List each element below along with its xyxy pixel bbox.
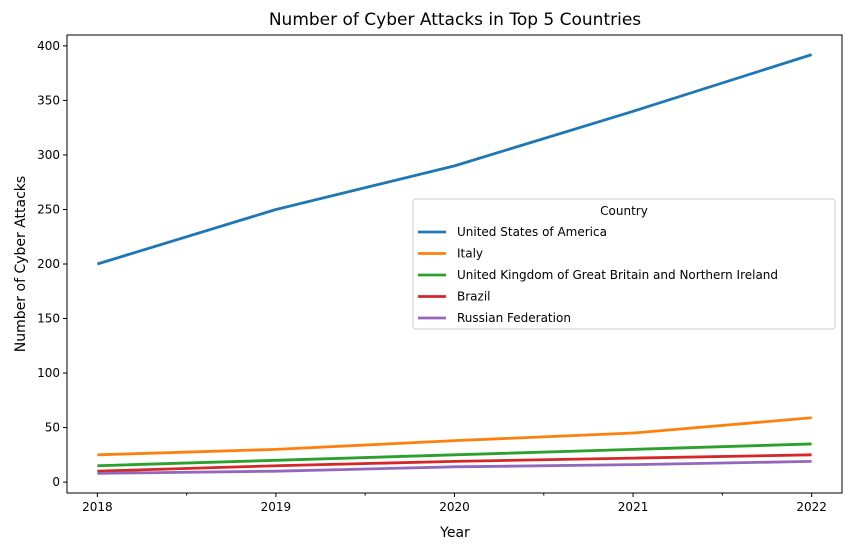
y-axis-title: Number of Cyber Attacks [13,176,29,352]
legend: Country United States of AmericaItalyUni… [412,198,836,330]
x-tick-label: 2022 [796,500,827,514]
legend-label: Russian Federation [457,311,571,325]
legend-entries: United States of America Italy United King… [418,225,778,325]
legend-label: Brazil [457,290,491,304]
series-line-united-kingdom-of-great-britain-and-northern-ireland [97,442,812,468]
y-tick-label: 100 [37,366,60,380]
x-tick-label: 2021 [618,500,649,514]
x-axis: 2018 2019 2020 2021 2022 [82,493,827,514]
legend-label: Italy [457,247,483,261]
legend-title: Country [600,204,648,218]
legend-label: United Kingdom of Great Britain and Nort… [457,268,778,282]
y-tick-label: 250 [37,202,60,216]
y-tick-label: 200 [37,257,60,271]
x-axis-title: Year [439,525,470,541]
chart-title: Number of Cyber Attacks in Top 5 Countri… [269,10,641,30]
y-tick-label: 400 [37,39,60,53]
y-tick-label: 50 [45,421,60,435]
legend-box [412,198,836,330]
series-line-brazil [97,453,812,473]
y-tick-label: 150 [37,312,60,326]
y-tick-label: 300 [37,148,60,162]
series-lines [96,53,813,475]
legend-label: United States of America [457,225,607,239]
series-line-united-states-of-america [96,53,813,266]
series-line-italy [97,416,812,457]
y-tick-label: 350 [37,93,60,107]
x-tick-label: 2020 [439,500,470,514]
x-tick-label: 2019 [261,500,292,514]
plot-area: 0 50 100 150 200 250 300 350 400 2018 2019 2020 202… [37,34,843,514]
series-line-russian-federation [97,459,812,475]
x-tick-label: 2018 [82,500,113,514]
y-axis: 0 50 100 150 200 250 300 350 400 [37,39,67,489]
y-tick-label: 0 [52,475,60,489]
